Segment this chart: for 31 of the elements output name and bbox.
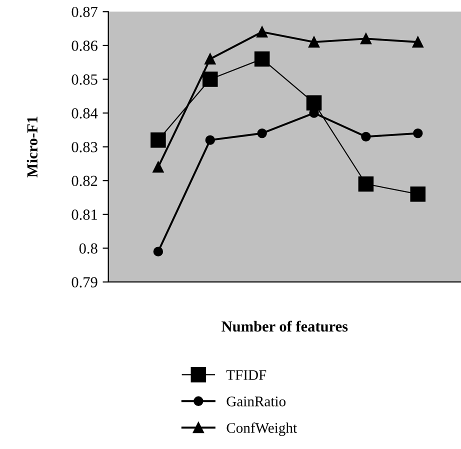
point [152, 162, 164, 173]
point [358, 176, 374, 192]
y-tick-label: 0.8 [79, 243, 98, 254]
point [306, 95, 322, 111]
point [410, 186, 426, 202]
point [150, 132, 166, 148]
point [153, 246, 164, 256]
y-tick-label: 0.82 [72, 176, 98, 186]
point [412, 36, 424, 48]
y-tick-label: 0.79 [72, 277, 98, 288]
y-tick-label: 0.86 [72, 40, 98, 51]
point [205, 135, 215, 145]
point [202, 72, 218, 87]
y-tick-label: 0.81 [72, 210, 97, 220]
legend-label: GainRatio [226, 396, 286, 406]
point [308, 36, 320, 48]
y-tick-label: 0.87 [72, 6, 98, 18]
y-tick-label: 0.85 [72, 74, 98, 85]
legend-label: TFIDF [226, 370, 266, 380]
point [257, 128, 267, 138]
legend-label: ConfWeight [226, 422, 297, 436]
point [204, 53, 216, 65]
point [413, 128, 423, 138]
y-tick-label: 0.84 [72, 108, 98, 119]
y-tick-label: 0.83 [72, 142, 98, 152]
point [360, 33, 372, 44]
point [256, 26, 268, 38]
point [361, 132, 371, 142]
point [254, 51, 270, 67]
y-axis-title: Micro-F1 [26, 116, 38, 178]
x-axis-title: Number of features [222, 320, 348, 332]
